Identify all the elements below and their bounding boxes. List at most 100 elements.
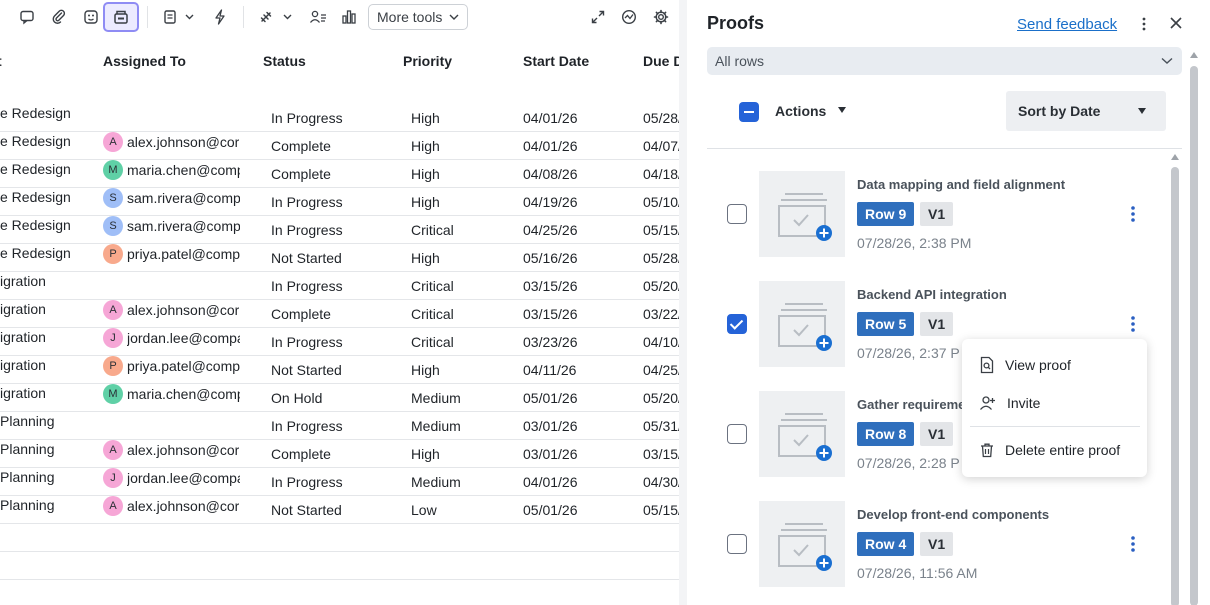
table-row[interactable]: Planning In Progress Medium 03/01/26 05/31/ (0, 412, 679, 440)
due-date-cell[interactable]: 04/07/ (643, 138, 679, 154)
start-date-cell[interactable]: 04/11/26 (523, 362, 577, 378)
select-all-checkbox[interactable] (739, 102, 759, 122)
proof-title[interactable]: Data mapping and field alignment (857, 177, 1066, 192)
send-feedback-link[interactable]: Send feedback (1017, 16, 1118, 33)
header-priority[interactable]: Priority (403, 53, 453, 69)
task-cell[interactable]: igration (0, 273, 46, 289)
proof-title[interactable]: Develop front-end components (857, 507, 1050, 522)
delete-proof-menu-item[interactable]: Delete entire proof (962, 434, 1147, 466)
form-icon[interactable] (160, 4, 198, 30)
panel-scrollbar[interactable] (1190, 52, 1198, 605)
expand-icon[interactable] (587, 4, 609, 30)
empty-row[interactable] (0, 552, 679, 580)
status-cell[interactable]: In Progress (271, 278, 343, 294)
due-date-cell[interactable]: 05/31/ (643, 418, 679, 434)
header-task[interactable]: t (0, 53, 2, 69)
priority-cell[interactable]: High (411, 138, 440, 154)
start-date-cell[interactable]: 03/23/26 (523, 334, 578, 350)
proof-more-icon[interactable] (1130, 315, 1136, 338)
due-date-cell[interactable]: 05/20/ (643, 278, 679, 294)
status-cell[interactable]: Complete (271, 166, 331, 182)
row-badge[interactable]: Row 4 (857, 532, 915, 556)
task-cell[interactable]: e Redesign (0, 245, 71, 261)
row-badge[interactable]: Row 5 (857, 312, 915, 336)
start-date-cell[interactable]: 04/01/26 (523, 474, 578, 490)
task-cell[interactable]: Planning (0, 497, 55, 513)
proof-card[interactable]: Data mapping and field alignment Row 9 V1 0… (687, 171, 1167, 271)
start-date-cell[interactable]: 05/01/26 (523, 502, 578, 518)
priority-cell[interactable]: High (411, 194, 440, 210)
start-date-cell[interactable]: 03/15/26 (523, 278, 578, 294)
priority-cell[interactable]: Critical (411, 278, 454, 294)
proof-title[interactable]: Backend API integration (857, 287, 1007, 302)
table-row[interactable]: igration In Progress Critical 03/15/26 05/20… (0, 272, 679, 300)
attachment-icon[interactable] (48, 4, 70, 30)
status-cell[interactable]: On Hold (271, 390, 323, 406)
status-cell[interactable]: In Progress (271, 474, 343, 490)
start-date-cell[interactable]: 04/25/26 (523, 222, 578, 238)
task-cell[interactable]: e Redesign (0, 133, 71, 149)
task-cell[interactable]: igration (0, 385, 46, 401)
proof-checkbox[interactable] (727, 314, 747, 334)
due-date-cell[interactable]: 03/15/ (643, 446, 679, 462)
task-cell[interactable]: igration (0, 301, 46, 317)
priority-cell[interactable]: Critical (411, 306, 454, 322)
activity-icon[interactable] (618, 4, 640, 30)
proof-checkbox[interactable] (727, 424, 747, 444)
start-date-cell[interactable]: 04/08/26 (523, 166, 578, 182)
due-date-cell[interactable]: 05/15/ (643, 222, 679, 238)
start-date-cell[interactable]: 04/01/26 (523, 110, 578, 126)
task-cell[interactable]: e Redesign (0, 105, 71, 121)
more-tools-button[interactable]: More tools (368, 4, 468, 30)
caret-down-icon[interactable] (838, 107, 846, 113)
proof-checkbox[interactable] (727, 204, 747, 224)
header-due-date[interactable]: Due D (643, 53, 679, 69)
view-proof-menu-item[interactable]: View proof (962, 349, 1147, 381)
scrollbar-thumb[interactable] (1171, 167, 1179, 605)
proof-icon[interactable] (103, 2, 139, 32)
sort-dropdown[interactable]: Sort by Date (1006, 91, 1166, 131)
status-cell[interactable]: Complete (271, 306, 331, 322)
proof-card[interactable]: Develop front-end components Row 4 V1 07/28… (687, 501, 1167, 601)
assigned-to-cell[interactable] (103, 408, 240, 436)
task-cell[interactable]: Planning (0, 413, 55, 429)
status-cell[interactable]: In Progress (271, 418, 343, 434)
scroll-up-arrow-icon[interactable] (1171, 154, 1179, 160)
proof-thumbnail[interactable] (759, 171, 845, 257)
start-date-cell[interactable]: 05/16/26 (523, 250, 578, 266)
proof-checkbox[interactable] (727, 534, 747, 554)
task-cell[interactable]: Planning (0, 441, 55, 457)
due-date-cell[interactable]: 05/15/ (643, 502, 679, 518)
start-date-cell[interactable]: 03/01/26 (523, 418, 578, 434)
status-cell[interactable]: Not Started (271, 362, 342, 378)
connector-icon[interactable] (256, 4, 296, 30)
proof-card[interactable]: Gather requireme Row 8 V1 07/28/26, 2:28 P (687, 391, 1167, 491)
priority-cell[interactable]: High (411, 362, 440, 378)
task-cell[interactable]: e Redesign (0, 189, 71, 205)
settings-icon[interactable] (650, 4, 672, 30)
due-date-cell[interactable]: 04/18/ (643, 166, 679, 182)
status-cell[interactable]: In Progress (271, 194, 343, 210)
priority-cell[interactable]: Low (411, 502, 437, 518)
status-cell[interactable]: In Progress (271, 222, 343, 238)
proof-card[interactable]: Backend API integration Row 5 V1 07/28/26, … (687, 281, 1167, 381)
task-cell[interactable]: e Redesign (0, 217, 71, 233)
task-cell[interactable]: e Redesign (0, 161, 71, 177)
assigned-to-cell[interactable] (103, 268, 240, 296)
scrollbar-thumb[interactable] (1190, 66, 1198, 605)
proof-thumbnail[interactable] (759, 281, 845, 367)
proof-more-icon[interactable] (1130, 205, 1136, 228)
